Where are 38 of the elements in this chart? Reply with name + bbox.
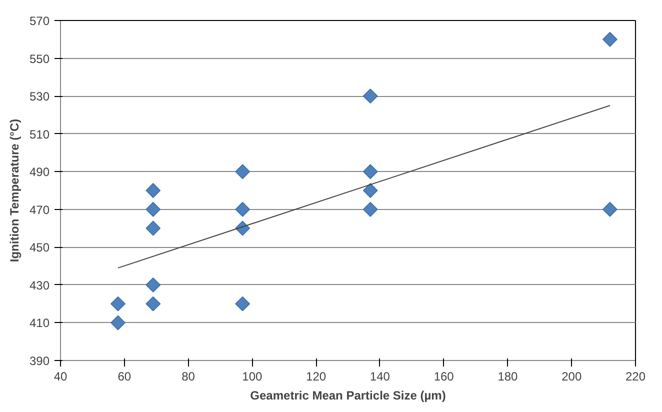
y-tick-label: 450 [29, 240, 50, 255]
y-tick-label: 470 [29, 202, 50, 217]
point [362, 164, 378, 180]
y-tick-label: 490 [29, 165, 50, 180]
y-tick-label: 410 [29, 316, 50, 330]
point [602, 32, 618, 47]
point [235, 202, 250, 217]
point [602, 202, 618, 217]
x-tick-label: 100 [242, 370, 263, 384]
x-tick-label: 120 [306, 370, 326, 384]
point [146, 202, 161, 217]
point [146, 296, 161, 312]
point [146, 277, 161, 292]
y-tick-label: 390 [29, 354, 50, 368]
point [110, 315, 126, 330]
x-tick-label: 80 [182, 370, 196, 384]
point [110, 296, 126, 312]
point [146, 220, 161, 236]
x-tick-label: 140 [370, 370, 390, 384]
y-tick-label: 430 [29, 278, 50, 292]
point [146, 183, 161, 198]
y-tick-label: 570 [29, 14, 50, 28]
y-tick-label: 530 [29, 90, 50, 104]
point [235, 164, 250, 180]
x-tick-label: 60 [118, 370, 132, 384]
x-axis-title: Geametric Mean Particle Size (µm) [250, 388, 446, 402]
x-tick-label: 160 [434, 370, 454, 384]
x-tick-label: 220 [625, 370, 646, 384]
x-tick-label: 40 [54, 370, 68, 384]
x-tick-label: 200 [562, 370, 582, 384]
y-tick-label: 510 [29, 127, 50, 142]
point [235, 296, 250, 312]
y-axis-title: Ignition Temperature (°C) [7, 118, 22, 262]
point [362, 88, 378, 104]
point [362, 183, 378, 198]
point [362, 202, 378, 217]
y-tick-label: 550 [29, 52, 50, 66]
x-tick-label: 180 [498, 370, 518, 384]
